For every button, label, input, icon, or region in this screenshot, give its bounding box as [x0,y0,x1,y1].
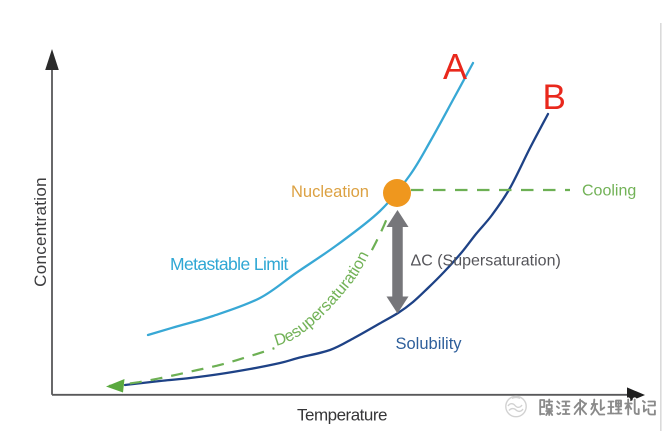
svg-text:Temperature: Temperature [297,406,387,425]
svg-text:B: B [543,78,566,117]
svg-text:Solubility: Solubility [396,335,463,353]
svg-text:Metastable Limit: Metastable Limit [170,254,289,274]
svg-text:A: A [443,46,467,87]
svg-text:Cooling: Cooling [582,183,636,200]
svg-text:Concentration: Concentration [31,177,50,287]
svg-text:ΔC (Supersaturation): ΔC (Supersaturation) [411,253,561,270]
svg-text:Nucleation: Nucleation [291,183,369,201]
